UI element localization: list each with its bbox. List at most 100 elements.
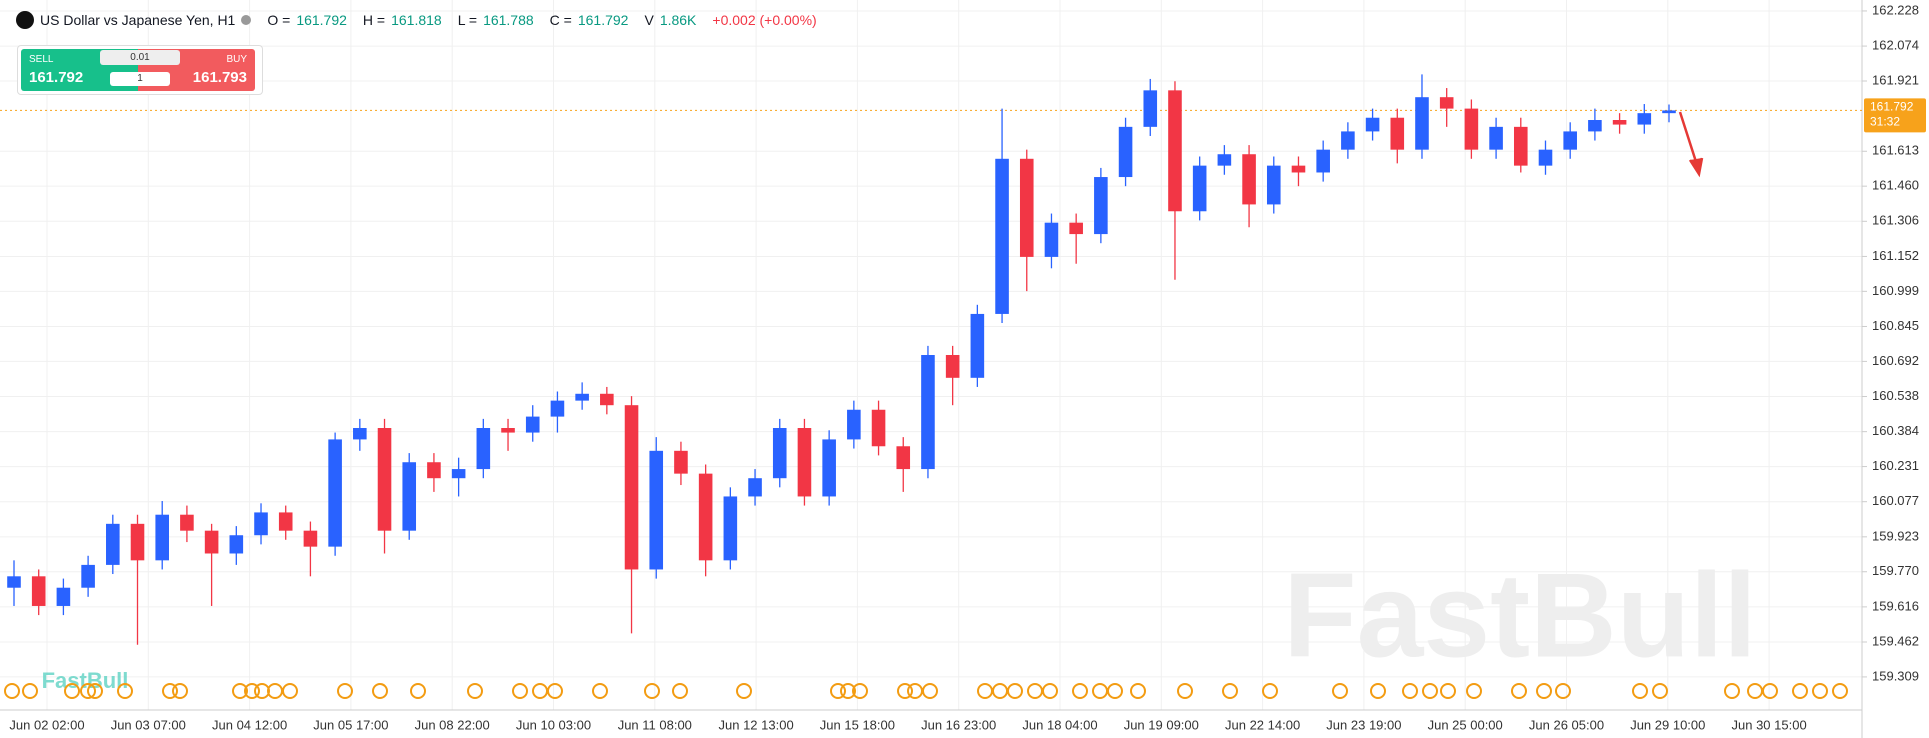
x-tick-label: Jun 18 04:00	[1022, 717, 1097, 732]
stat-value: 1.86K	[659, 12, 697, 28]
event-icon	[87, 683, 103, 699]
event-icon	[467, 683, 483, 699]
candle-body	[624, 405, 639, 570]
candle-body	[1168, 90, 1182, 212]
stat-value: 161.818	[391, 12, 442, 28]
stat-label: L =	[457, 12, 478, 28]
event-icon	[232, 683, 248, 699]
stat-label: O =	[267, 12, 291, 28]
event-icon	[1222, 683, 1238, 699]
event-icon	[1747, 683, 1763, 699]
y-tick-label: 160.845	[1872, 318, 1919, 333]
stat-label: V	[644, 12, 654, 28]
y-tick-label: 159.462	[1872, 633, 1919, 648]
event-icon	[1440, 683, 1456, 699]
candle-body	[81, 564, 95, 588]
candle-body	[1513, 126, 1528, 166]
event-icon	[1027, 683, 1043, 699]
candle-body	[1538, 149, 1553, 166]
quantity-input[interactable]: 1	[110, 72, 170, 86]
stat-label: H =	[362, 12, 386, 28]
event-icon	[672, 683, 688, 699]
event-icon	[117, 683, 133, 699]
event-icon	[1007, 683, 1023, 699]
x-tick-label: Jun 19 09:00	[1124, 717, 1199, 732]
candle-body	[797, 428, 812, 497]
buy-price: 161.793	[192, 69, 247, 86]
candle-body	[1044, 222, 1059, 257]
sell-price: 161.792	[29, 69, 84, 86]
event-icon	[830, 683, 846, 699]
candle-body	[1415, 97, 1429, 150]
event-icon	[1632, 683, 1648, 699]
candle-body	[1118, 126, 1133, 178]
candle-body	[871, 409, 886, 447]
event-icon	[1792, 683, 1808, 699]
candle-body	[1588, 120, 1602, 132]
candle-body	[1464, 108, 1479, 150]
candle-body	[1217, 154, 1232, 166]
candle-body	[451, 469, 466, 479]
x-tick-label: Jun 16 23:00	[921, 717, 996, 732]
candle-body	[56, 587, 71, 606]
candle-body	[723, 496, 738, 561]
event-icon	[1332, 683, 1348, 699]
stat-label: C =	[549, 12, 572, 28]
candle-body	[698, 473, 713, 561]
candle-body	[748, 478, 762, 497]
x-tick-label: Jun 12 13:00	[719, 717, 794, 732]
candle-body	[649, 450, 664, 570]
event-icon	[337, 683, 353, 699]
x-tick-label: Jun 03 07:00	[111, 717, 186, 732]
x-tick-label: Jun 25 00:00	[1428, 717, 1503, 732]
event-icon	[1370, 683, 1386, 699]
candle-body	[1365, 117, 1380, 132]
y-tick-label: 160.231	[1872, 458, 1919, 473]
change: +0.002 (+0.00%)	[712, 12, 817, 28]
event-icon	[1555, 683, 1571, 699]
event-icon	[1812, 683, 1828, 699]
candle-body	[1266, 165, 1281, 205]
candle-body	[7, 576, 21, 588]
event-icon	[172, 683, 188, 699]
candle-body	[130, 523, 145, 561]
y-tick-label: 160.538	[1872, 388, 1919, 403]
event-icon	[840, 683, 856, 699]
event-icon	[922, 683, 938, 699]
event-icon	[1072, 683, 1088, 699]
candle-body	[1489, 126, 1503, 150]
price-label-value: 161.792	[1870, 100, 1914, 114]
candle-body	[353, 428, 367, 440]
event-icon	[907, 683, 923, 699]
event-icon	[22, 683, 38, 699]
event-icon	[254, 683, 270, 699]
event-icon	[644, 683, 660, 699]
buy-label: BUY	[226, 54, 247, 65]
candle-body	[1662, 110, 1676, 114]
sell-label: SELL	[29, 54, 54, 65]
event-icon	[736, 683, 752, 699]
event-icon	[1466, 683, 1482, 699]
candle-body	[1316, 149, 1330, 173]
y-tick-label: 161.613	[1872, 143, 1919, 158]
event-icon	[1832, 683, 1848, 699]
y-tick-label: 161.460	[1872, 178, 1919, 193]
y-tick-label: 162.074	[1872, 38, 1919, 53]
candle-body	[525, 416, 540, 433]
event-icon	[512, 683, 528, 699]
event-icon	[592, 683, 608, 699]
x-tick-label: Jun 11 08:00	[618, 717, 692, 732]
lot-input[interactable]: 0.01	[100, 50, 180, 65]
event-icon	[267, 683, 283, 699]
x-tick-label: Jun 04 12:00	[212, 717, 287, 732]
event-icon	[282, 683, 298, 699]
candle-body	[1069, 222, 1083, 235]
candle-body	[772, 428, 787, 479]
candle-body	[328, 439, 342, 547]
status-dot	[241, 15, 252, 25]
candle-body	[575, 393, 589, 401]
price-label-box	[1864, 98, 1926, 133]
event-icon	[372, 683, 388, 699]
candle-body	[550, 400, 565, 417]
event-icon	[80, 683, 96, 699]
